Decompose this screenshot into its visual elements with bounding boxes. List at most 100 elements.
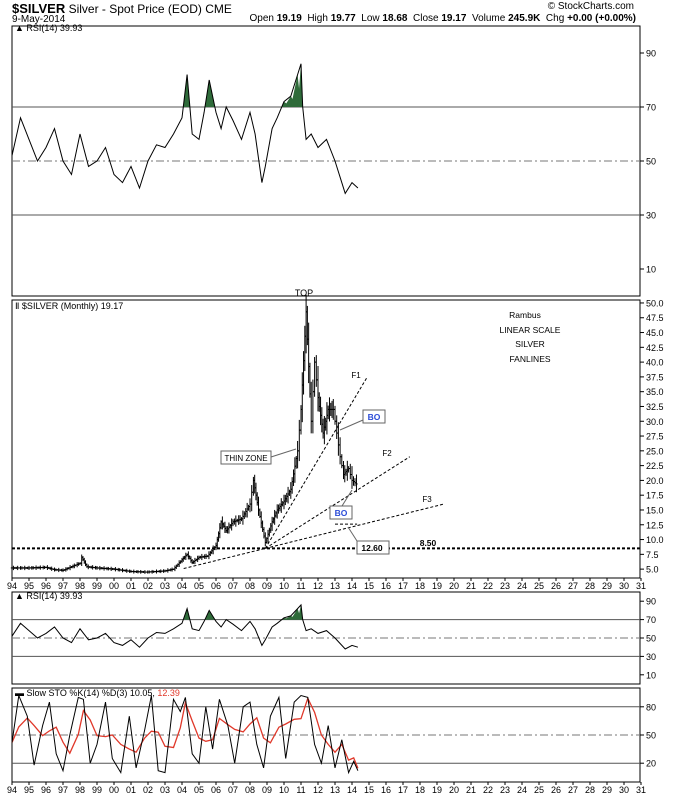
- fan-base-line: [183, 547, 266, 570]
- x-tick-label-price: 14: [347, 581, 357, 591]
- x-tick-label-sto: 28: [585, 785, 595, 795]
- x-tick-label-price: 25: [534, 581, 544, 591]
- x-tick-label-sto: 02: [143, 785, 153, 795]
- x-tick-label-price: 20: [449, 581, 459, 591]
- rsi-overbought-fill-bottom: [297, 604, 303, 620]
- x-tick-label-sto: 21: [466, 785, 476, 795]
- y-tick-label-price: 25.0: [646, 446, 664, 456]
- x-tick-label-sto: 11: [296, 785, 305, 795]
- x-tick-label-price: 23: [500, 581, 510, 591]
- x-tick-label-sto: 16: [381, 785, 391, 795]
- y-tick-label-rsi-top: 50: [646, 157, 656, 167]
- x-tick-label-sto: 31: [636, 785, 646, 795]
- brand-label: © StockCharts.com: [547, 1, 634, 12]
- x-tick-label-price: 29: [602, 581, 612, 591]
- x-tick-label-sto: 07: [228, 785, 238, 795]
- y-tick-label-price: 30.0: [646, 417, 664, 427]
- x-tick-label-sto: 08: [245, 785, 255, 795]
- x-tick-label-price: 24: [517, 581, 527, 591]
- x-tick-label-sto: 12: [313, 785, 323, 795]
- x-tick-label-sto: 09: [262, 785, 272, 795]
- x-tick-label-sto: 30: [619, 785, 629, 795]
- y-tick-label-price: 20.0: [646, 476, 664, 486]
- y-tick-label-rsi-top: 30: [646, 211, 656, 221]
- chg-value: +0.00 (+0.00%): [567, 13, 636, 24]
- y-tick-label-price: 7.5: [646, 550, 659, 560]
- rsi-top-line: [11, 63, 359, 195]
- rsi-top-legend: ▲ RSI(14) 39.93: [15, 23, 82, 33]
- x-tick-label-price: 05: [194, 581, 204, 591]
- y-tick-label-rsi-top: 10: [646, 265, 656, 275]
- x-tick-label-price: 12: [313, 581, 323, 591]
- x-tick-label-sto: 10: [279, 785, 289, 795]
- x-tick-label-sto: 26: [551, 785, 561, 795]
- annotation-8-50: 8.50: [420, 538, 437, 548]
- x-tick-label-price: 06: [211, 581, 221, 591]
- callout-box-thin-zone: [220, 450, 272, 465]
- x-tick-label-sto: 05: [194, 785, 204, 795]
- y-tick-label-price: 5.0: [646, 565, 659, 575]
- y-tick-label-price: 37.5: [646, 372, 664, 382]
- x-tick-label-price: 99: [92, 581, 102, 591]
- fan-line-f3: [265, 503, 444, 549]
- annotation-rambus: Rambus: [509, 310, 541, 320]
- y-tick-label-price: 42.5: [646, 343, 664, 353]
- annotation-silver: SILVER: [515, 339, 545, 349]
- y-tick-label-price: 22.5: [646, 461, 664, 471]
- high-label: High: [307, 13, 328, 24]
- volume-value: 245.9K: [508, 13, 541, 24]
- x-tick-label-sto: 98: [75, 785, 85, 795]
- callout-box-bo-upper: [362, 409, 386, 424]
- x-tick-label-price: 04: [177, 581, 187, 591]
- sto-d-line: [11, 696, 359, 769]
- y-tick-label-rsi-top: 70: [646, 103, 656, 113]
- chg-label: Chg: [545, 13, 565, 24]
- x-tick-label-price: 01: [126, 581, 136, 591]
- annotation-thin-zone: THIN ZONE: [224, 454, 267, 463]
- close-label: Close: [413, 13, 439, 24]
- annotation-f1: F1: [351, 371, 361, 380]
- x-tick-label-price: 02: [143, 581, 153, 591]
- callout-pointer-thin-zone: [270, 448, 297, 458]
- rsi-bottom-line: [11, 603, 359, 650]
- close-value: 19.17: [441, 13, 467, 24]
- y-tick-label-price: 15.0: [646, 505, 664, 515]
- x-tick-label-price: 15: [364, 581, 374, 591]
- x-tick-label-price: 97: [58, 581, 68, 591]
- x-tick-label-sto: 14: [347, 785, 357, 795]
- annotation-bo-lower: BO: [335, 508, 348, 518]
- rsi-bottom-legend: ▲ RSI(14) 39.93: [15, 591, 82, 601]
- rsi-overbought-fill-top: [183, 74, 190, 107]
- x-tick-label-price: 07: [228, 581, 238, 591]
- callout-pointer-12-60: [347, 526, 358, 542]
- y-tick-label-price: 35.0: [646, 387, 664, 397]
- rsi-overbought-fill-top: [204, 80, 215, 107]
- y-tick-label-sto: 80: [646, 702, 656, 712]
- x-tick-label-price: 28: [585, 581, 595, 591]
- annotation-fanlines: FANLINES: [509, 354, 550, 364]
- x-tick-label-sto: 95: [24, 785, 34, 795]
- x-tick-label-sto: 23: [500, 785, 510, 795]
- y-tick-label-rsi-top: 90: [646, 49, 656, 59]
- x-tick-label-sto: 27: [568, 785, 578, 795]
- x-tick-label-price: 13: [330, 581, 340, 591]
- price-bars: [10, 294, 358, 574]
- y-tick-label-rsi-bottom: 30: [646, 652, 656, 662]
- x-tick-label-sto: 04: [177, 785, 187, 795]
- x-tick-label-price: 31: [636, 581, 646, 591]
- low-label: Low: [361, 13, 380, 24]
- rsi-overbought-fill-bottom: [183, 608, 190, 620]
- y-tick-label-price: 32.5: [646, 402, 664, 412]
- high-value: 19.77: [330, 13, 356, 24]
- x-tick-label-sto: 20: [449, 785, 459, 795]
- description: Silver - Spot Price (EOD): [68, 2, 202, 16]
- low-value: 18.68: [382, 13, 408, 24]
- symbol-title: $SILVER Silver - Spot Price (EOD) CME: [12, 1, 232, 16]
- x-tick-label-sto: 15: [364, 785, 374, 795]
- y-tick-label-price: 45.0: [646, 328, 664, 338]
- sto-legend-k: ▬ Slow STO %K(14) %D(3) 10.05,: [15, 688, 157, 698]
- y-tick-label-price: 47.5: [646, 313, 664, 323]
- annotation-12-60: 12.60: [361, 543, 383, 553]
- rsi-overbought-fill-bottom: [204, 610, 215, 620]
